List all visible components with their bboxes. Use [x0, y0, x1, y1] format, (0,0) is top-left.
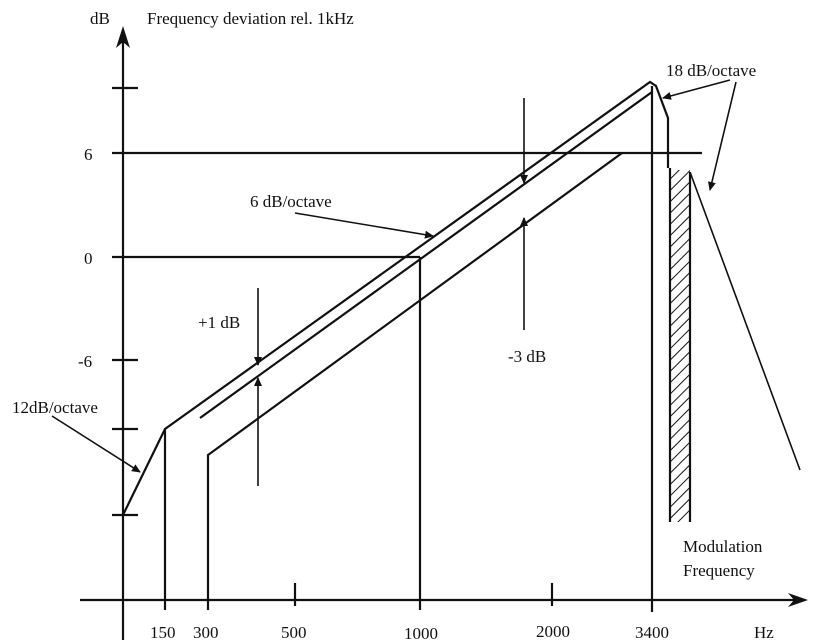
y-tick-label-0: 0	[84, 249, 93, 268]
stopband-hatch	[670, 170, 690, 522]
x-unit-label: Hz	[754, 623, 774, 642]
leader-18db-b	[707, 81, 737, 191]
x-tick-label-3400: 3400	[635, 623, 669, 642]
leader-18db-a	[662, 79, 731, 100]
x-tick-label-500: 500	[281, 623, 307, 642]
diagram-title: Frequency deviation rel. 1kHz	[147, 9, 354, 28]
label-frequency: Frequency	[683, 561, 755, 580]
label-12db-octave: 12dB/octave	[12, 398, 98, 417]
x-ticks	[293, 583, 554, 606]
x-tick-label-300: 300	[193, 623, 219, 642]
rolloff-line	[689, 171, 801, 471]
x-tick-label-2000: 2000	[536, 622, 570, 641]
lower-limit-curve	[206, 152, 623, 610]
label-minus3db: -3 dB	[508, 347, 546, 366]
y-tick-label-minus6: -6	[78, 352, 92, 371]
label-18db-octave: 18 dB/octave	[666, 61, 756, 80]
y-unit-label: dB	[90, 9, 110, 28]
upper-limit-curve	[122, 80, 670, 516]
y-ticks	[112, 86, 138, 517]
y-axis-arrow	[116, 26, 130, 48]
label-modulation: Modulation	[683, 537, 763, 556]
x-axis-arrow	[788, 593, 808, 607]
leader-12db	[51, 415, 141, 473]
upper-inner-curve	[199, 91, 653, 419]
x-tick-label-150: 150	[150, 623, 176, 642]
y-tick-label-6: 6	[84, 145, 93, 164]
leader-6db	[294, 212, 434, 239]
x-tick-label-1000: 1000	[404, 624, 438, 643]
label-plus1db: +1 dB	[198, 313, 240, 332]
label-6db-octave: 6 dB/octave	[250, 192, 332, 211]
